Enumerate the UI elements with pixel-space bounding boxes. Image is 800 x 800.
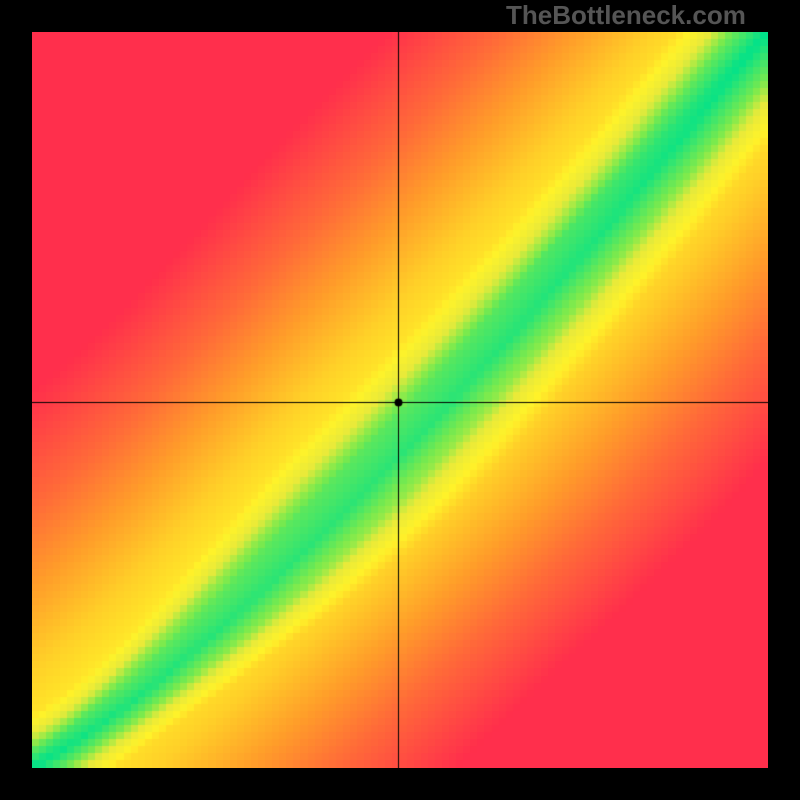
watermark-text: TheBottleneck.com [506,0,746,31]
bottleneck-heatmap [32,32,768,768]
chart-container: TheBottleneck.com [0,0,800,800]
